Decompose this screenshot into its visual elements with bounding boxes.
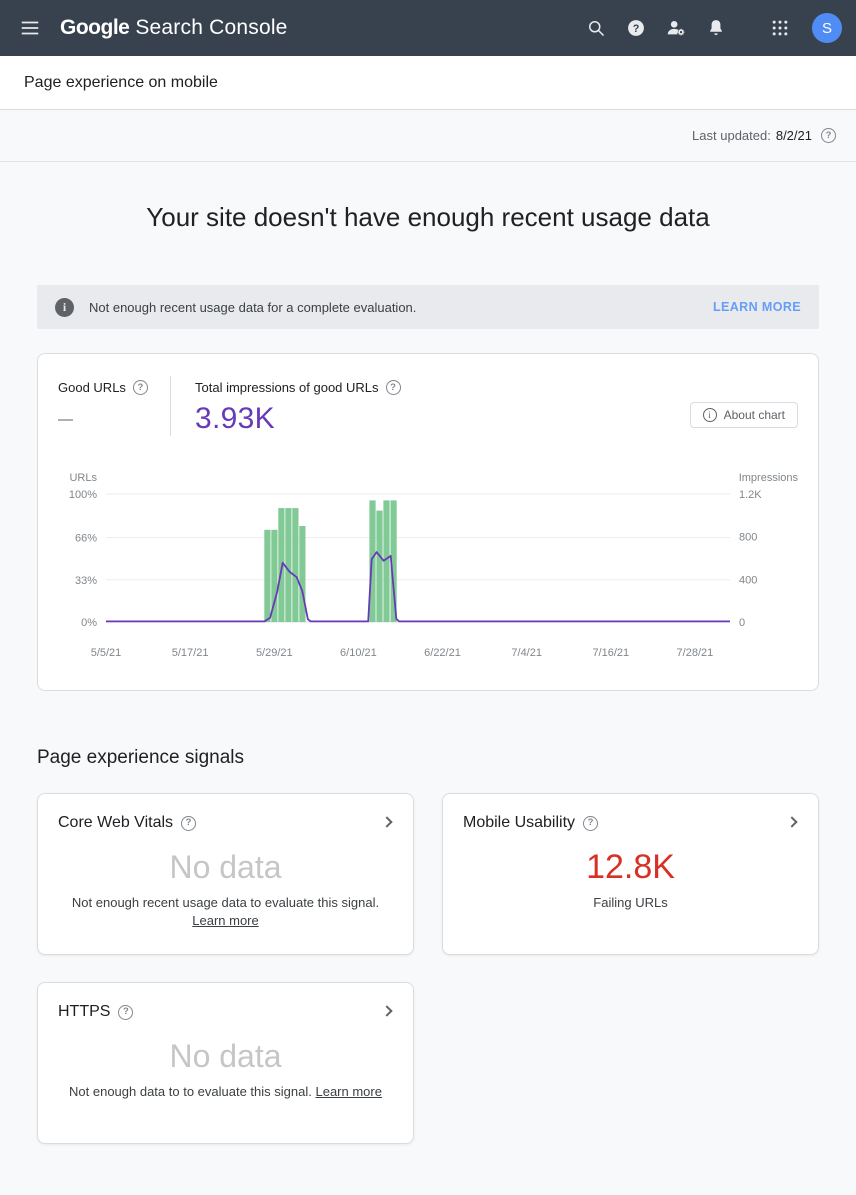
svg-text:5/5/21: 5/5/21 [91, 647, 122, 659]
mobile-usability-help-icon[interactable] [583, 815, 599, 831]
last-updated-help-icon[interactable] [821, 128, 836, 143]
svg-text:5/17/21: 5/17/21 [172, 647, 209, 659]
good-urls-help-icon[interactable] [132, 380, 148, 395]
good-urls-metric: Good URLs — [58, 374, 170, 428]
https-card[interactable]: HTTPS No data Not enough data to to eval… [37, 982, 414, 1144]
appbar-actions: ? [576, 8, 842, 48]
apps-grid-icon [770, 18, 790, 38]
about-chart-label: About chart [723, 408, 785, 422]
core-web-vitals-help-icon[interactable] [181, 815, 197, 831]
search-button[interactable] [576, 8, 616, 48]
svg-text:7/4/21: 7/4/21 [511, 647, 542, 659]
user-settings-button[interactable] [656, 8, 696, 48]
page-content: Last updated: 8/2/21 Your site doesn't h… [0, 110, 856, 1144]
metric-divider [170, 376, 171, 436]
good-urls-label: Good URLs [58, 380, 126, 395]
last-updated-value: 8/2/21 [775, 128, 812, 143]
core-web-vitals-title: Core Web Vitals [58, 814, 174, 831]
search-icon [586, 18, 606, 38]
logo-product-text: Search Console [135, 16, 288, 39]
last-updated-label: Last updated: [692, 128, 771, 143]
avatar[interactable]: S [812, 13, 842, 43]
notifications-icon [706, 18, 726, 38]
chart-area: 100% 66% 33% 0% 1.2K 800 400 0 URLs Impressions 5/… [58, 470, 799, 662]
about-chart-info-icon [702, 408, 717, 422]
svg-text:0%: 0% [81, 617, 97, 629]
https-value: No data [169, 1038, 282, 1074]
app-logo[interactable]: Google Search Console [60, 16, 288, 40]
https-learn-more-link[interactable]: Learn more [315, 1084, 382, 1099]
svg-text:66%: 66% [75, 533, 97, 545]
svg-text:6/22/21: 6/22/21 [424, 647, 461, 659]
core-web-vitals-description: Not enough recent usage data to evaluate… [58, 894, 393, 929]
svg-text:100%: 100% [69, 489, 97, 501]
svg-text:7/16/21: 7/16/21 [592, 647, 629, 659]
banner-message: Not enough recent usage data for a compl… [89, 299, 417, 315]
chart-card-header: Good URLs — Total impressions of good UR… [58, 374, 798, 436]
banner-learn-more-link[interactable]: LEARN MORE [712, 300, 801, 314]
core-web-vitals-learn-more-link[interactable]: Learn more [192, 913, 259, 928]
svg-text:400: 400 [739, 574, 757, 586]
svg-text:6/10/21: 6/10/21 [340, 647, 377, 659]
svg-text:Impressions: Impressions [739, 472, 799, 484]
svg-text:URLs: URLs [69, 472, 97, 484]
page-title: Page experience on mobile [24, 73, 218, 91]
https-description-text: Not enough data to to evaluate this sign… [69, 1084, 312, 1099]
logo-google-text: Google [60, 16, 130, 39]
impressions-help-icon[interactable] [385, 380, 401, 395]
https-title: HTTPS [58, 1003, 111, 1020]
page-heading: Your site doesn't have enough recent usa… [146, 202, 710, 232]
help-button[interactable]: ? [616, 8, 656, 48]
svg-text:800: 800 [739, 532, 757, 544]
mobile-usability-card[interactable]: Mobile Usability 12.8K Failing URLs [442, 793, 819, 955]
svg-text:5/29/21: 5/29/21 [256, 647, 293, 659]
impressions-label: Total impressions of good URLs [195, 380, 379, 395]
user-settings-icon [665, 17, 687, 39]
svg-text:33%: 33% [75, 575, 97, 587]
core-web-vitals-value: No data [169, 849, 282, 885]
notifications-button[interactable] [696, 8, 736, 48]
info-banner: Not enough recent usage data for a compl… [37, 285, 819, 329]
info-icon [55, 297, 74, 317]
good-urls-value: — [58, 411, 73, 428]
mobile-usability-description: Failing URLs [593, 895, 668, 910]
menu-button[interactable] [10, 8, 50, 48]
signals-grid: Core Web Vitals No data Not enough recen… [37, 793, 819, 1144]
svg-text:7/28/21: 7/28/21 [677, 647, 714, 659]
signals-heading: Page experience signals [37, 747, 245, 768]
impressions-metric: Total impressions of good URLs 3.93K [195, 374, 401, 436]
core-web-vitals-description-text: Not enough recent usage data to evaluate… [71, 895, 380, 910]
experience-chart: 100% 66% 33% 0% 1.2K 800 400 0 URLs Impressions 5/… [69, 472, 799, 659]
https-help-icon[interactable] [118, 1004, 134, 1020]
https-description: Not enough data to to evaluate this sign… [58, 1083, 393, 1100]
apps-grid-button[interactable] [760, 8, 800, 48]
core-web-vitals-card[interactable]: Core Web Vitals No data Not enough recen… [37, 793, 414, 955]
app-header: Google Search Console ? [0, 0, 856, 56]
mobile-usability-value: 12.8K [586, 848, 675, 886]
svg-text:0: 0 [739, 617, 745, 629]
impressions-value: 3.93K [195, 402, 275, 435]
about-chart-button[interactable]: About chart [689, 402, 798, 428]
last-updated-row: Last updated: 8/2/21 [0, 110, 856, 162]
hamburger-icon [19, 17, 41, 39]
svg-text:?: ? [633, 23, 640, 35]
page-subheader: Page experience on mobile [0, 56, 856, 110]
svg-text:1.2K: 1.2K [739, 489, 762, 501]
mobile-usability-title: Mobile Usability [463, 814, 576, 831]
experience-chart-card: Good URLs — Total impressions of good UR… [37, 353, 819, 691]
help-icon: ? [626, 18, 646, 38]
